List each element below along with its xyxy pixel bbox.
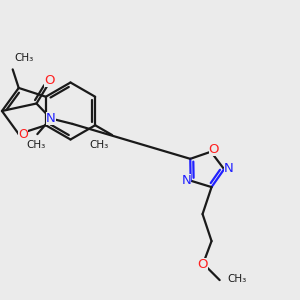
Text: CH₃: CH₃ <box>14 53 33 63</box>
Text: CH₃: CH₃ <box>89 140 109 150</box>
Text: O: O <box>197 258 208 271</box>
Text: O: O <box>18 128 28 141</box>
Text: O: O <box>209 143 219 156</box>
Text: O: O <box>44 74 55 88</box>
Text: N: N <box>181 174 191 187</box>
Text: CH₃: CH₃ <box>227 274 246 284</box>
Text: N: N <box>46 112 56 125</box>
Text: N: N <box>224 162 233 175</box>
Text: CH₃: CH₃ <box>26 140 46 149</box>
